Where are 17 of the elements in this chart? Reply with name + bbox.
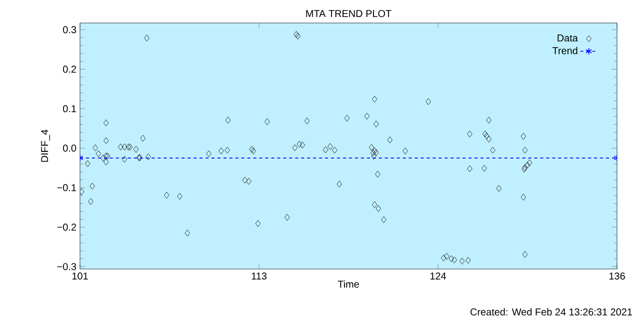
x-tick-label: 101: [72, 272, 88, 280]
y-tick-label: 0.2: [63, 66, 76, 73]
legend-label: Data: [558, 34, 578, 42]
x-tick-label: 124: [430, 272, 446, 280]
y-tick-label: 0.3: [63, 26, 76, 34]
x-tick-label: 136: [609, 272, 625, 280]
y-tick-label: −0.2: [57, 224, 76, 231]
y-tick-label: 0.0: [63, 144, 76, 152]
legend-label: Trend: [552, 46, 578, 54]
x-tick-label: 113: [252, 272, 267, 280]
chart-title: MTA TREND PLOT: [306, 10, 392, 18]
text: Created: Wed Feb 24 13:26:31 2021: [470, 308, 632, 316]
x-axis-title: Time: [338, 280, 359, 288]
y-tick-label: −0.1: [57, 184, 76, 192]
y-axis-title: DIFF_4: [41, 130, 50, 162]
y-tick-label: −0.3: [57, 263, 76, 270]
y-tick-label: 0.1: [63, 105, 76, 112]
